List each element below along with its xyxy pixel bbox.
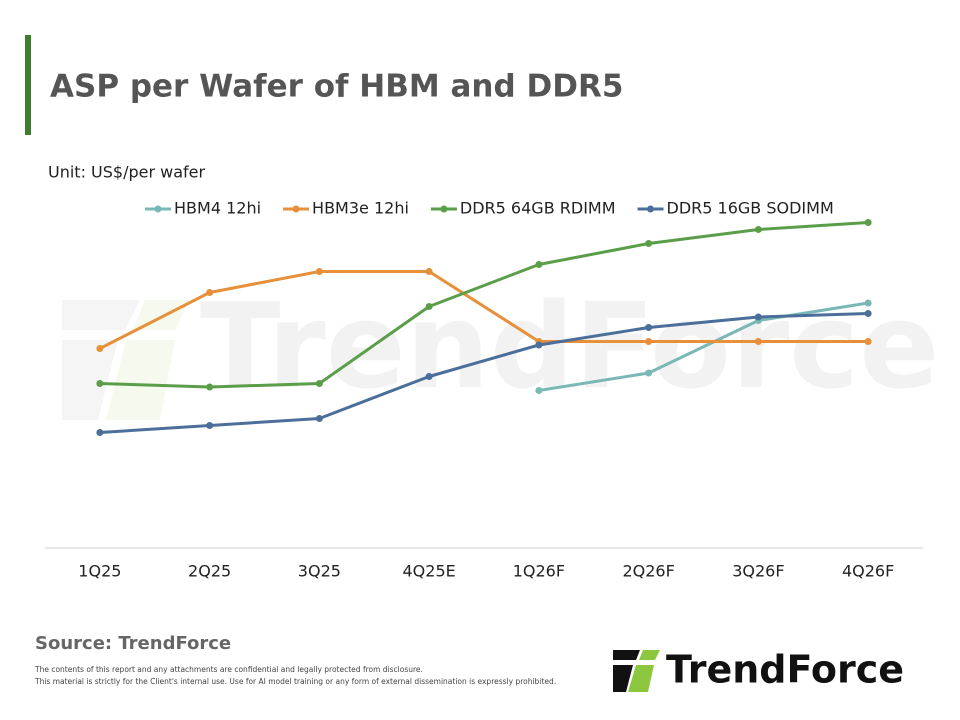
x-tick-label: 3Q25 [298, 562, 341, 581]
data-point [206, 383, 214, 391]
series-line [99, 221, 869, 389]
x-tick-label: 4Q26F [842, 562, 894, 581]
data-point [645, 338, 653, 345]
data-point [864, 338, 872, 345]
data-point [425, 373, 433, 380]
data-point [96, 345, 104, 352]
data-point [754, 226, 762, 233]
data-point [645, 369, 653, 377]
watermark-icon [62, 300, 140, 420]
watermark [62, 300, 190, 420]
data-point [96, 429, 104, 436]
legend-item: HBM3e 12hi [283, 199, 409, 218]
legend-label: DDR5 64GB RDIMM [460, 199, 616, 218]
data-point [315, 268, 323, 275]
legend-item: DDR5 16GB SODIMM [637, 199, 834, 218]
series-line [99, 270, 869, 350]
legend-marker [292, 205, 300, 213]
legend-marker [154, 205, 162, 213]
x-tick-label: 2Q26F [622, 562, 674, 581]
data-point [535, 387, 543, 394]
legend-item: HBM4 12hi [145, 199, 261, 218]
data-point [206, 422, 214, 429]
x-tick-label: 3Q26F [732, 562, 784, 581]
watermark-icon [106, 300, 190, 420]
data-point [754, 313, 762, 321]
legend-label: HBM4 12hi [174, 199, 261, 218]
data-point [754, 338, 762, 345]
data-point [315, 380, 323, 387]
data-point [315, 415, 323, 422]
legend-item: DDR5 64GB RDIMM [430, 199, 616, 218]
unit-label: Unit: US$/per wafer [48, 163, 206, 182]
data-point [864, 299, 872, 307]
logo-shape [628, 650, 660, 692]
data-point [206, 289, 214, 296]
data-point [96, 380, 104, 387]
data-point [535, 341, 543, 349]
legend-label: HBM3e 12hi [312, 199, 409, 218]
x-tick-label: 1Q26F [513, 562, 565, 581]
title-accent [25, 35, 31, 135]
data-point [645, 324, 653, 331]
disclaimer: The contents of this report and any atta… [34, 665, 423, 674]
logo-icon [613, 650, 660, 692]
legend-marker [647, 205, 655, 213]
data-point [864, 310, 872, 317]
legend-marker [440, 205, 448, 213]
data-point [864, 219, 872, 226]
data-point [425, 303, 433, 310]
x-tick-label: 1Q25 [78, 562, 121, 581]
data-point [645, 240, 653, 247]
x-tick-label: 2Q25 [188, 562, 231, 581]
chart-title: ASP per Wafer of HBM and DDR5 [50, 69, 623, 105]
legend-label: DDR5 16GB SODIMM [667, 199, 834, 218]
series-line [99, 312, 869, 434]
series-line [538, 301, 869, 392]
logo-text: TrendForce [666, 648, 904, 692]
data-point [425, 268, 433, 275]
logo-shape [613, 650, 640, 692]
watermark-text: TrendForce [200, 277, 939, 415]
x-tick-label: 4Q25E [403, 562, 456, 581]
data-point [535, 261, 543, 268]
source: Source: TrendForce [35, 633, 231, 654]
disclaimer: This material is strictly for the Client… [34, 677, 556, 686]
